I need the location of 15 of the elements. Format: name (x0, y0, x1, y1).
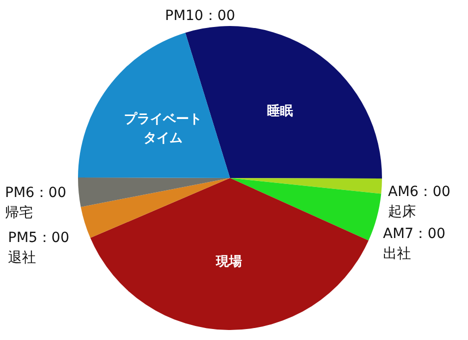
slice-label: プライベートタイム (124, 110, 202, 146)
text: PM5：00 退社 (8, 230, 70, 266)
pie-slice (80, 178, 230, 238)
slice-label: 現場 (215, 254, 242, 270)
text: AM6：00 起床 (388, 184, 450, 220)
slice-label: 睡眠 (266, 102, 293, 118)
text: PM10：00 (165, 8, 236, 24)
pie-slice (90, 178, 369, 330)
pie-slice (78, 178, 230, 207)
pie-slice (78, 32, 230, 178)
pie-slice (230, 178, 382, 241)
pie-slice (230, 178, 382, 194)
pie-slice (185, 26, 382, 178)
text: AM7：00 出社 (383, 226, 446, 262)
text: PM6：00 帰宅 (5, 185, 66, 221)
